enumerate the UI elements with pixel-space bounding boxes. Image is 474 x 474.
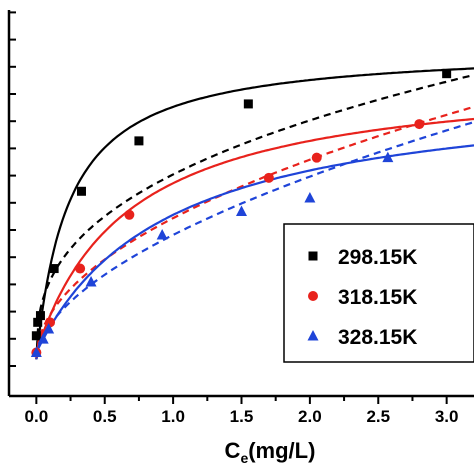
data-point-0 bbox=[31, 331, 41, 341]
legend-marker-1 bbox=[308, 291, 318, 301]
fit-solid-0 bbox=[35, 67, 474, 360]
data-point-2 bbox=[30, 346, 42, 358]
axes: 0.0 0.5 1.0 1.5 2.0 2.5 3.0 bbox=[7, 10, 474, 426]
data-point-2 bbox=[85, 276, 97, 287]
data-point-0 bbox=[49, 264, 59, 274]
data-point-0 bbox=[243, 99, 253, 109]
legend-label-2: 328.15K bbox=[338, 326, 417, 349]
data-point-1 bbox=[414, 119, 425, 130]
x-tick-label: 2.0 bbox=[298, 407, 322, 426]
x-axis-title-unit: (mg/L) bbox=[248, 438, 315, 463]
data-point-0 bbox=[442, 69, 452, 79]
legend: 298.15K 318.15K 328.15K bbox=[283, 223, 474, 363]
x-axis-title-main: C bbox=[225, 438, 241, 463]
x-tick-label: 1.0 bbox=[161, 407, 185, 426]
data-point-1 bbox=[311, 152, 322, 163]
legend-label-1: 318.15K bbox=[338, 286, 417, 309]
data-point-1 bbox=[45, 317, 56, 328]
data-point-2 bbox=[37, 333, 49, 344]
legend-marker-0 bbox=[308, 251, 318, 261]
x-tick-label: 0.0 bbox=[25, 407, 49, 426]
fit-dashed-0 bbox=[35, 73, 474, 360]
data-point-2 bbox=[236, 205, 247, 216]
data-point-2 bbox=[43, 323, 55, 334]
legend-marker-2 bbox=[307, 330, 319, 341]
legend-label-0: 298.15K bbox=[338, 246, 417, 269]
x-tick-label: 0.5 bbox=[93, 407, 117, 426]
data-point-1 bbox=[124, 209, 135, 220]
data-point-1 bbox=[263, 172, 274, 183]
data-point-0 bbox=[134, 136, 144, 146]
data-point-2 bbox=[382, 151, 394, 163]
fit-solid-2 bbox=[35, 144, 474, 354]
x-tick-label: 2.5 bbox=[366, 407, 390, 426]
x-tick-label: 3.0 bbox=[435, 407, 459, 426]
data-point-1 bbox=[75, 263, 86, 274]
x-axis-title: Ce(mg/L) bbox=[225, 438, 316, 466]
x-tick-label: 1.5 bbox=[230, 407, 254, 426]
data-point-0 bbox=[33, 317, 43, 327]
x-axis-title-sub: e bbox=[240, 450, 248, 466]
data-point-2 bbox=[304, 192, 316, 203]
fit-dashed-1 bbox=[35, 105, 474, 360]
fit-solid-1 bbox=[35, 117, 474, 353]
data-point-2 bbox=[156, 228, 168, 240]
data-point-0 bbox=[76, 186, 86, 196]
data-point-0 bbox=[35, 311, 45, 321]
fit-dashed-2 bbox=[35, 120, 474, 360]
plot-area bbox=[30, 67, 474, 360]
